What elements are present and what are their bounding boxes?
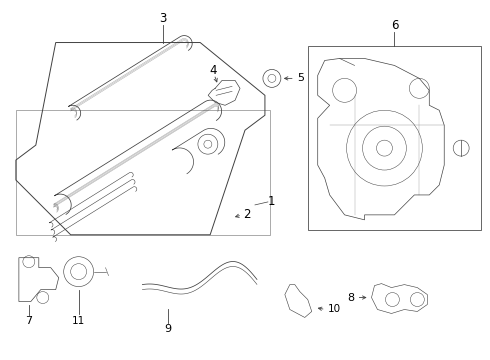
Text: 11: 11 [72,316,85,327]
Text: 2: 2 [243,208,250,221]
Text: 6: 6 [391,19,398,32]
Text: 9: 9 [165,324,172,334]
Text: 1: 1 [268,195,275,208]
Text: 3: 3 [160,12,167,25]
Text: 4: 4 [209,64,217,77]
Text: 8: 8 [347,293,355,302]
Text: 10: 10 [328,305,341,315]
Text: 7: 7 [25,316,32,327]
Text: 5: 5 [297,73,304,84]
